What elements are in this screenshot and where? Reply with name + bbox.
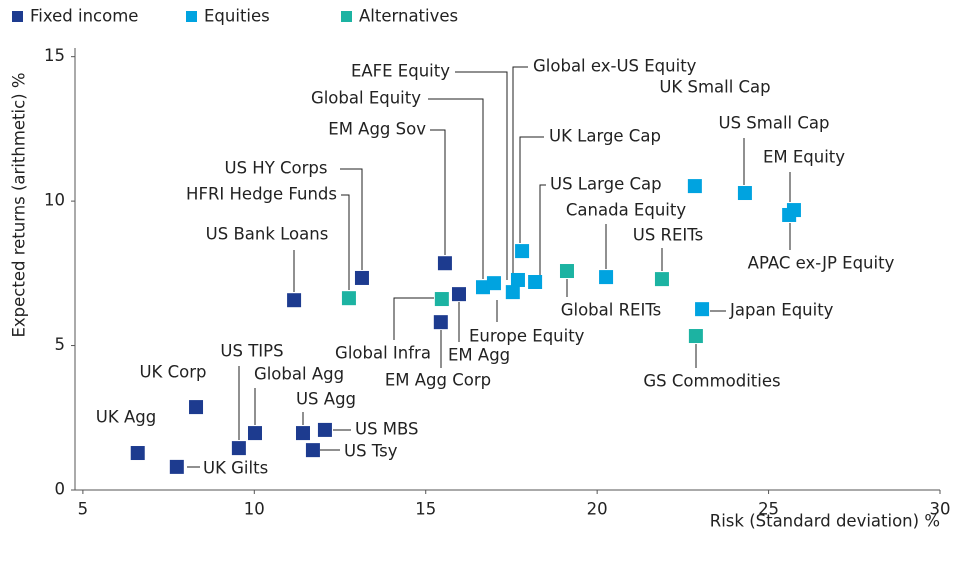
point-label: UK Small Cap bbox=[659, 78, 770, 97]
point-label: EM Agg Sov bbox=[328, 120, 426, 139]
x-tick-label: 5 bbox=[78, 500, 89, 519]
point-label: Global ex-US Equity bbox=[533, 57, 697, 76]
x-tick-label: 15 bbox=[415, 500, 436, 519]
point-label: UK Corp bbox=[139, 363, 206, 382]
point-label: US REITs bbox=[633, 226, 704, 245]
point bbox=[169, 459, 184, 474]
point bbox=[354, 270, 369, 285]
y-axis-label: Expected returns (arithmetic) % bbox=[10, 72, 29, 337]
point-label: Global Equity bbox=[311, 89, 421, 108]
point-label: HFRI Hedge Funds bbox=[186, 185, 337, 204]
point-label: US Bank Loans bbox=[206, 225, 329, 244]
point-label: US HY Corps bbox=[225, 159, 328, 178]
point bbox=[559, 264, 574, 279]
point-label: Europe Equity bbox=[469, 327, 585, 346]
point bbox=[189, 400, 204, 415]
point-label: GS Commodities bbox=[643, 372, 780, 391]
legend-swatch bbox=[341, 11, 352, 22]
point bbox=[688, 329, 703, 344]
legend-label: Equities bbox=[204, 7, 270, 26]
point-label: UK Large Cap bbox=[549, 127, 661, 146]
legend-label: Alternatives bbox=[359, 7, 458, 26]
x-axis-label: Risk (Standard deviation) % bbox=[710, 512, 940, 531]
point bbox=[528, 275, 543, 289]
point-label: US Agg bbox=[296, 390, 356, 409]
point-label: US Small Cap bbox=[719, 114, 830, 133]
point bbox=[295, 426, 310, 441]
point bbox=[654, 272, 669, 287]
point bbox=[515, 244, 530, 259]
point bbox=[599, 270, 614, 285]
legend-swatch bbox=[186, 11, 197, 22]
leader-line bbox=[428, 98, 484, 279]
point bbox=[287, 293, 302, 308]
point-label: US Tsy bbox=[344, 442, 398, 461]
point-label: Global REITs bbox=[561, 301, 662, 320]
x-tick-label: 20 bbox=[587, 500, 608, 519]
point-label: US Large Cap bbox=[550, 175, 662, 194]
x-tick-label: 25 bbox=[758, 500, 779, 519]
point bbox=[305, 443, 320, 458]
leader-line bbox=[512, 66, 528, 273]
point bbox=[317, 422, 332, 437]
point-label: EM Equity bbox=[763, 148, 845, 167]
leader-line bbox=[430, 129, 446, 255]
point bbox=[437, 256, 452, 271]
leader-line bbox=[340, 168, 363, 270]
point-label: Canada Equity bbox=[566, 201, 686, 220]
point bbox=[341, 291, 356, 306]
leader-line bbox=[341, 194, 350, 290]
point-label: EM Agg bbox=[448, 346, 510, 365]
point-label: US TIPS bbox=[220, 342, 283, 361]
point bbox=[510, 272, 525, 287]
x-tick-label: 30 bbox=[930, 500, 951, 519]
point bbox=[434, 292, 449, 307]
point bbox=[687, 179, 702, 194]
leader-line bbox=[455, 71, 508, 280]
leader-line bbox=[519, 136, 544, 243]
point-label: Japan Equity bbox=[729, 301, 834, 320]
y-tick-label: 15 bbox=[44, 46, 65, 65]
point bbox=[486, 276, 501, 291]
point bbox=[231, 441, 246, 456]
point bbox=[505, 285, 520, 300]
legend-swatch bbox=[12, 11, 23, 22]
point bbox=[737, 186, 752, 201]
legend-label: Fixed income bbox=[30, 7, 138, 26]
point-label: UK Gilts bbox=[203, 459, 268, 478]
point-label: Global Infra bbox=[335, 344, 431, 363]
point bbox=[433, 315, 448, 330]
point-label: EM Agg Corp bbox=[385, 371, 491, 390]
y-tick-label: 0 bbox=[55, 480, 66, 499]
x-tick-label: 10 bbox=[244, 500, 265, 519]
point-label: EAFE Equity bbox=[351, 62, 450, 81]
leader-line bbox=[393, 297, 434, 340]
point bbox=[782, 207, 797, 222]
point-label: US MBS bbox=[355, 420, 419, 439]
y-tick-label: 5 bbox=[55, 335, 66, 354]
point bbox=[695, 302, 710, 317]
y-tick-label: 10 bbox=[44, 191, 65, 210]
point bbox=[247, 426, 262, 441]
point bbox=[451, 287, 466, 302]
point bbox=[475, 280, 490, 295]
leader-line bbox=[539, 184, 546, 275]
point-label: UK Agg bbox=[96, 408, 156, 427]
point-label: APAC ex-JP Equity bbox=[748, 254, 895, 273]
point-label: Global Agg bbox=[254, 365, 344, 384]
point bbox=[130, 446, 145, 461]
